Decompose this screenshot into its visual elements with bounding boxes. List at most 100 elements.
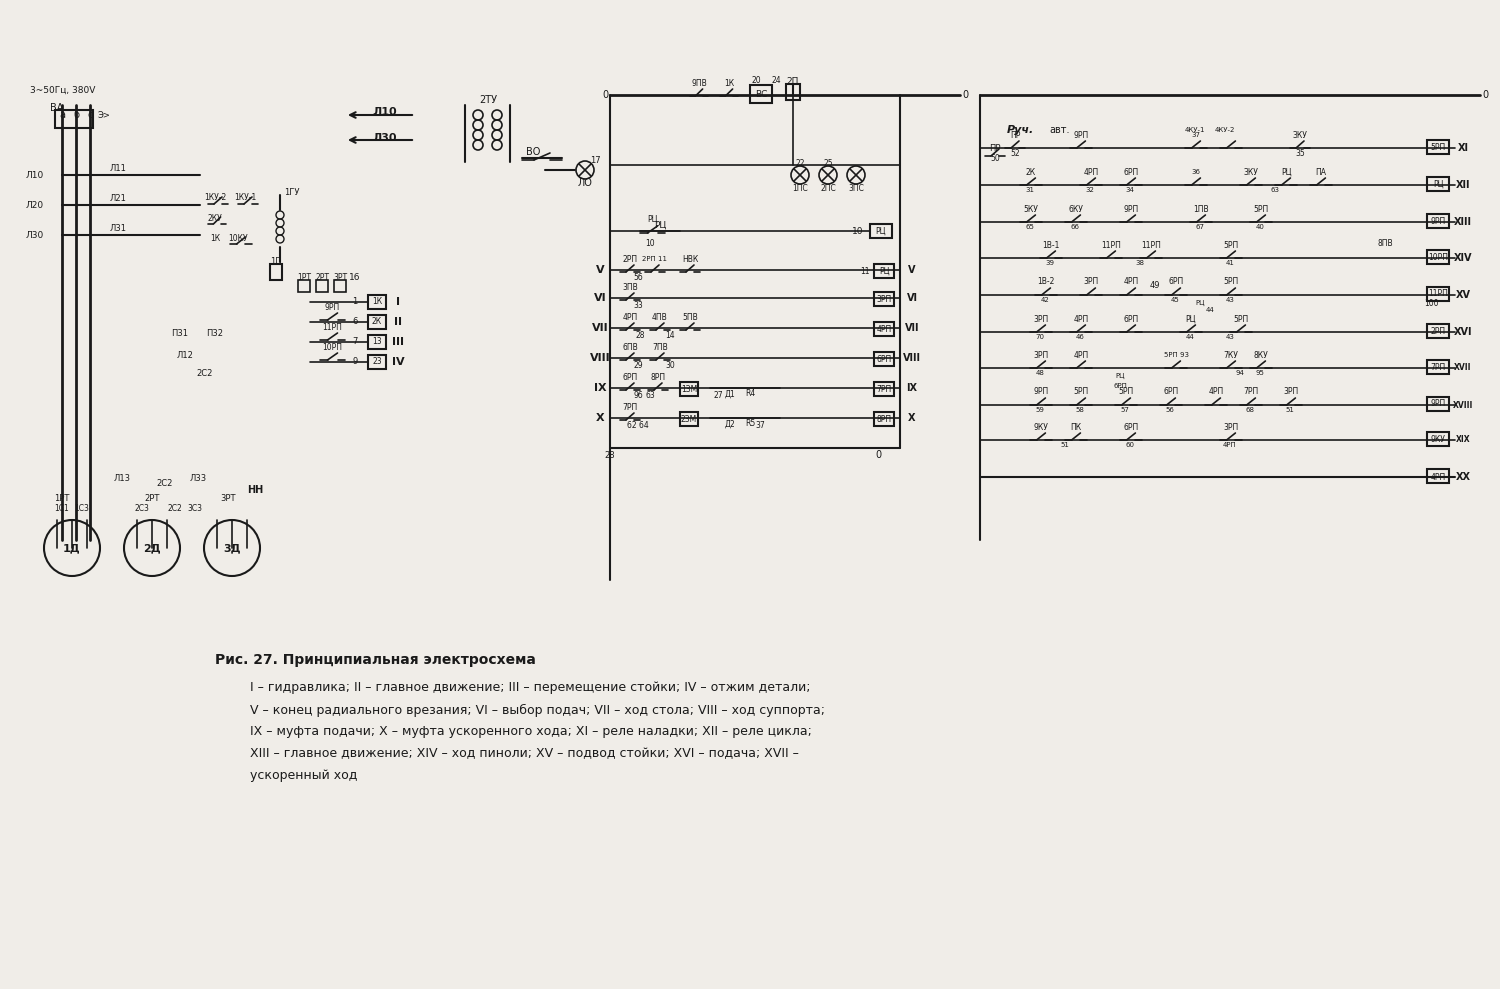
Text: 3РП: 3РП <box>1083 278 1098 287</box>
Text: 11РП: 11РП <box>1101 240 1120 249</box>
Text: 5РП: 5РП <box>1431 142 1446 151</box>
Text: 11РП: 11РП <box>1142 240 1161 249</box>
Text: Л10: Л10 <box>372 107 398 117</box>
Text: 51: 51 <box>1060 442 1070 448</box>
Text: 36: 36 <box>1191 169 1200 175</box>
Text: V: V <box>908 265 915 275</box>
Text: 46: 46 <box>1076 334 1084 340</box>
Text: 2РП 11: 2РП 11 <box>642 256 668 262</box>
Text: 3РП: 3РП <box>1034 350 1048 359</box>
Text: 6РП: 6РП <box>1124 422 1138 431</box>
Bar <box>874 382 894 396</box>
Text: 8КУ: 8КУ <box>1254 350 1269 359</box>
Text: Руч.: Руч. <box>1007 125 1034 135</box>
Bar <box>786 84 800 100</box>
Text: VI: VI <box>594 293 606 303</box>
Text: 62 64: 62 64 <box>627 421 650 430</box>
Text: 2Д: 2Д <box>142 543 160 553</box>
Text: РЦ: РЦ <box>654 221 666 229</box>
Bar <box>1426 287 1449 301</box>
Text: 1: 1 <box>352 298 357 307</box>
Text: 4РП: 4РП <box>1209 388 1224 397</box>
Text: 40: 40 <box>1256 224 1264 230</box>
Text: 4РП: 4РП <box>1083 167 1098 176</box>
Text: 68: 68 <box>1245 407 1254 413</box>
Text: с: с <box>87 110 93 120</box>
Text: XIII: XIII <box>1454 217 1472 227</box>
Text: 52: 52 <box>1010 148 1020 157</box>
Bar <box>750 85 772 103</box>
Text: 6КУ: 6КУ <box>1068 205 1083 214</box>
Text: 5РП: 5РП <box>1254 205 1269 214</box>
Text: VII: VII <box>591 323 609 333</box>
Text: 8РП: 8РП <box>651 373 666 382</box>
Text: 6РП: 6РП <box>876 354 891 364</box>
Text: 16: 16 <box>350 274 360 283</box>
Text: 20: 20 <box>752 75 760 84</box>
Text: НВК: НВК <box>682 254 698 263</box>
Bar <box>1426 324 1449 338</box>
Text: 2С3: 2С3 <box>135 503 150 512</box>
Text: 3Д: 3Д <box>224 543 240 553</box>
Text: 2ЗМ: 2ЗМ <box>681 414 698 423</box>
Text: 1ГУ: 1ГУ <box>285 188 300 197</box>
Text: 7РП: 7РП <box>1431 363 1446 372</box>
Bar <box>1426 432 1449 446</box>
Text: 32: 32 <box>1086 187 1095 193</box>
Text: 4КУ-2: 4КУ-2 <box>1215 127 1234 133</box>
Text: РЦ: РЦ <box>879 266 890 276</box>
Text: РЦ: РЦ <box>1114 373 1125 379</box>
Text: 1ПВ: 1ПВ <box>1192 205 1209 214</box>
Bar <box>874 352 894 366</box>
Text: V – конец радиального врезания; VI – выбор подач; VII – ход стола; VIII – ход су: V – конец радиального врезания; VI – выб… <box>251 703 825 717</box>
Text: 28: 28 <box>604 451 615 460</box>
Text: ЛО: ЛО <box>578 178 592 188</box>
Text: ВО: ВО <box>526 147 540 157</box>
Text: I: I <box>396 297 400 307</box>
Text: ЗКУ: ЗКУ <box>1244 167 1258 176</box>
Text: 38: 38 <box>1136 260 1144 266</box>
Text: 0: 0 <box>962 90 968 100</box>
Text: 35: 35 <box>1294 148 1305 157</box>
Text: 44: 44 <box>1206 307 1215 313</box>
Text: 7РП: 7РП <box>622 403 638 411</box>
Text: 6РП: 6РП <box>1124 167 1138 176</box>
Text: 9КУ: 9КУ <box>1034 422 1048 431</box>
Bar <box>874 322 894 336</box>
Text: IX – муфта подачи; X – муфта ускоренного хода; XI – реле наладки; XII – реле цик: IX – муфта подачи; X – муфта ускоренного… <box>251 726 812 739</box>
Text: R4: R4 <box>746 390 754 399</box>
Text: 1К: 1К <box>372 298 382 307</box>
Bar <box>1426 177 1449 191</box>
Text: ПА: ПА <box>1316 167 1326 176</box>
Text: РЦ: РЦ <box>646 215 657 224</box>
Text: 2К: 2К <box>372 317 382 326</box>
Text: 1ЗМ: 1ЗМ <box>681 385 698 394</box>
Text: 34: 34 <box>1125 187 1134 193</box>
Text: 44: 44 <box>1185 334 1194 340</box>
Text: 10РП: 10РП <box>322 342 342 351</box>
Text: 5РП: 5РП <box>1233 315 1248 323</box>
Text: П32: П32 <box>207 328 224 337</box>
Text: 24: 24 <box>771 75 782 84</box>
Text: 10РП: 10РП <box>1428 252 1448 261</box>
Text: 5ПВ: 5ПВ <box>682 313 698 321</box>
Text: 63: 63 <box>645 392 656 401</box>
Text: XIX: XIX <box>1455 435 1470 444</box>
Text: 9РП: 9РП <box>1431 217 1446 225</box>
Text: 3С3: 3С3 <box>188 503 202 512</box>
Text: 60: 60 <box>1125 442 1134 448</box>
Text: 66: 66 <box>1071 224 1080 230</box>
Bar <box>680 382 698 396</box>
Text: 11РП: 11РП <box>322 322 342 331</box>
Text: 1П: 1П <box>270 256 282 265</box>
Text: б: б <box>74 110 80 120</box>
Text: 25: 25 <box>824 158 833 167</box>
Text: 51: 51 <box>1286 407 1294 413</box>
Text: ЗКУ: ЗКУ <box>1293 131 1308 139</box>
Text: 100: 100 <box>1424 299 1438 308</box>
Text: 4РП: 4РП <box>876 324 891 333</box>
Text: 3РТ: 3РТ <box>333 273 346 282</box>
Bar <box>368 295 386 309</box>
Text: 95: 95 <box>1256 370 1264 376</box>
Text: 2РП: 2РП <box>622 254 638 263</box>
